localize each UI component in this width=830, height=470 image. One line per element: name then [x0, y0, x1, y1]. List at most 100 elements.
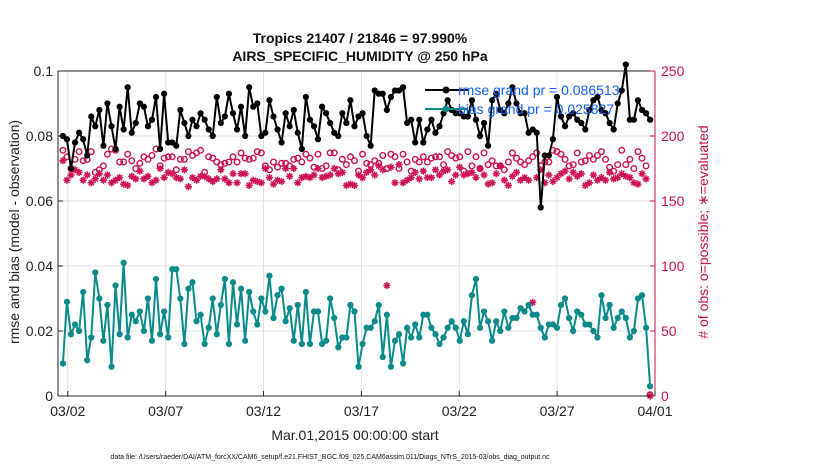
- possible-obs-marker: [622, 161, 630, 169]
- evaluated-obs-marker: [581, 181, 589, 189]
- possible-obs-marker: [148, 151, 156, 159]
- evaluated-obs-marker: [192, 176, 201, 184]
- rmse-point: [480, 119, 488, 127]
- rmse-point: [67, 165, 75, 172]
- bias-point: [71, 321, 79, 328]
- bias-point: [521, 308, 528, 315]
- bias-point: [189, 279, 196, 286]
- rmse-point: [225, 90, 233, 97]
- x-tick-label: 03/02: [50, 403, 85, 419]
- evaluated-obs-marker: [545, 171, 553, 179]
- bias-point: [59, 360, 66, 367]
- bias-point: [456, 337, 463, 344]
- possible-obs-marker: [314, 150, 322, 158]
- evaluated-obs-marker: [589, 171, 598, 179]
- evaluated-obs-marker: [630, 179, 638, 187]
- y-tick-label-right: 200: [661, 128, 685, 144]
- rmse-point: [161, 90, 168, 97]
- possible-obs-marker: [346, 153, 354, 161]
- bias-point: [626, 334, 633, 341]
- rmse-point: [294, 129, 301, 136]
- evaluated-obs-marker: [585, 179, 593, 187]
- bias-point: [254, 321, 261, 328]
- bias-point: [140, 327, 147, 335]
- bias-point: [383, 311, 390, 318]
- rmse-point: [298, 145, 305, 153]
- bias-point: [618, 308, 625, 315]
- possible-obs-marker: [565, 162, 573, 170]
- bias-point: [67, 331, 75, 338]
- possible-obs-marker: [294, 154, 302, 162]
- evaluated-obs-marker: [282, 164, 290, 173]
- bias-point: [270, 314, 277, 322]
- evaluated-obs-marker: [180, 166, 188, 174]
- bias-point: [343, 334, 350, 341]
- rmse-point: [485, 142, 492, 149]
- possible-obs-marker: [225, 158, 233, 166]
- possible-obs-marker: [508, 149, 516, 157]
- rmse-point: [578, 119, 585, 127]
- x-tick-label: 03/07: [148, 403, 183, 419]
- evaluated-obs-marker: [419, 167, 427, 175]
- rmse-point: [173, 142, 180, 149]
- bias-point: [237, 285, 245, 292]
- rmse-point: [634, 97, 642, 104]
- evaluated-obs-marker: [549, 177, 557, 186]
- evaluated-obs-marker: [237, 170, 245, 178]
- rmse-point: [242, 132, 249, 140]
- evaluated-obs-marker: [391, 179, 399, 187]
- evaluated-obs-marker: [448, 177, 456, 186]
- rmse-point: [71, 139, 79, 146]
- possible-obs-marker: [642, 162, 650, 170]
- evaluated-obs-marker: [310, 171, 318, 179]
- evaluated-obs-marker: [399, 179, 407, 187]
- rmse-point: [112, 145, 119, 153]
- possible-obs-marker: [269, 158, 277, 166]
- bias-point: [606, 301, 613, 309]
- evaluated-obs-marker: [492, 170, 500, 178]
- evaluated-obs-marker: [95, 170, 103, 178]
- bias-point: [513, 314, 520, 322]
- rmse-point: [233, 126, 241, 133]
- evaluated-obs-marker: [67, 171, 75, 179]
- evaluated-obs-marker: [484, 180, 492, 188]
- rmse-point: [177, 106, 184, 114]
- evaluated-obs-marker: [569, 168, 577, 176]
- bias-point: [424, 311, 431, 318]
- y-tick-label-right: 100: [661, 258, 685, 274]
- possible-obs-marker: [209, 154, 217, 162]
- evaluated-obs-marker: [322, 172, 330, 180]
- possible-obs-marker: [436, 153, 444, 161]
- rmse-point: [630, 116, 638, 123]
- evaluated-obs-marker: [367, 166, 375, 174]
- rmse-point: [201, 116, 208, 123]
- rmse-point: [229, 110, 237, 117]
- rmse-point: [339, 110, 346, 117]
- evaluated-obs-marker: [188, 174, 197, 182]
- rmse-point: [489, 97, 496, 104]
- evaluated-obs-marker: [229, 170, 237, 178]
- evaluated-obs-marker: [618, 170, 626, 178]
- rmse-point: [505, 100, 512, 107]
- bias-point: [92, 269, 99, 276]
- bias-point: [578, 311, 585, 318]
- rmse-point: [128, 129, 135, 136]
- rmse-point: [424, 126, 431, 133]
- bias-point: [104, 301, 111, 309]
- evaluated-obs-marker: [233, 179, 241, 187]
- evaluated-obs-marker: [423, 174, 431, 182]
- bias-point: [156, 331, 164, 338]
- bias-point: [165, 334, 172, 341]
- bias-point: [594, 334, 601, 341]
- possible-obs-marker: [593, 151, 601, 159]
- bias-point: [351, 308, 358, 315]
- evaluated-obs-marker: [533, 174, 541, 182]
- evaluated-obs-marker: [537, 166, 545, 174]
- rmse-point: [144, 123, 152, 130]
- evaluated-obs-marker: [294, 179, 302, 187]
- bias-point: [88, 334, 95, 341]
- evaluated-obs-marker: [411, 168, 419, 176]
- bias-point: [306, 340, 314, 348]
- rmse-point: [104, 100, 111, 107]
- possible-obs-marker: [512, 154, 520, 162]
